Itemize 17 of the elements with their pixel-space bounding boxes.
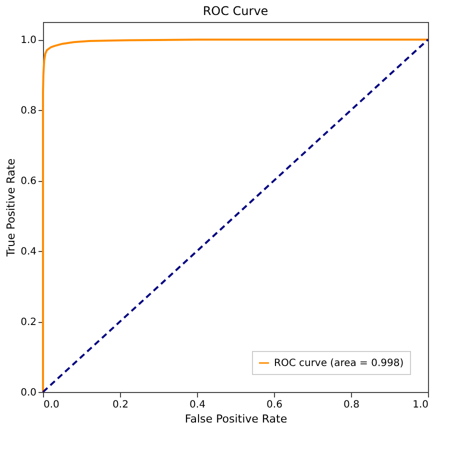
line-series <box>42 38 429 393</box>
x-tick-label: 0.6 <box>266 400 282 410</box>
x-axis-title: False Positive Rate <box>184 412 288 426</box>
y-tick-label: 0.2 <box>20 317 36 328</box>
y-tick-label: 0.0 <box>20 388 36 398</box>
x-tick-label: 0.0 <box>44 400 60 410</box>
x-tick-label: 0.2 <box>112 400 128 410</box>
y-tick-label: 1.0 <box>20 35 36 46</box>
x-tick-label: 1.0 <box>412 400 428 410</box>
chart-title: ROC Curve <box>202 4 268 18</box>
legend-label: ROC curve (area = 0.998) <box>274 358 404 369</box>
y-tick-label: 0.4 <box>20 246 36 258</box>
x-tick-label: 0.8 <box>344 400 360 410</box>
y-tick-label: 0.6 <box>20 176 36 188</box>
y-axis-title: True Positive Rate <box>4 158 18 258</box>
x-tick-label: 0.4 <box>190 400 206 410</box>
y-tick-label: 0.8 <box>20 106 36 117</box>
